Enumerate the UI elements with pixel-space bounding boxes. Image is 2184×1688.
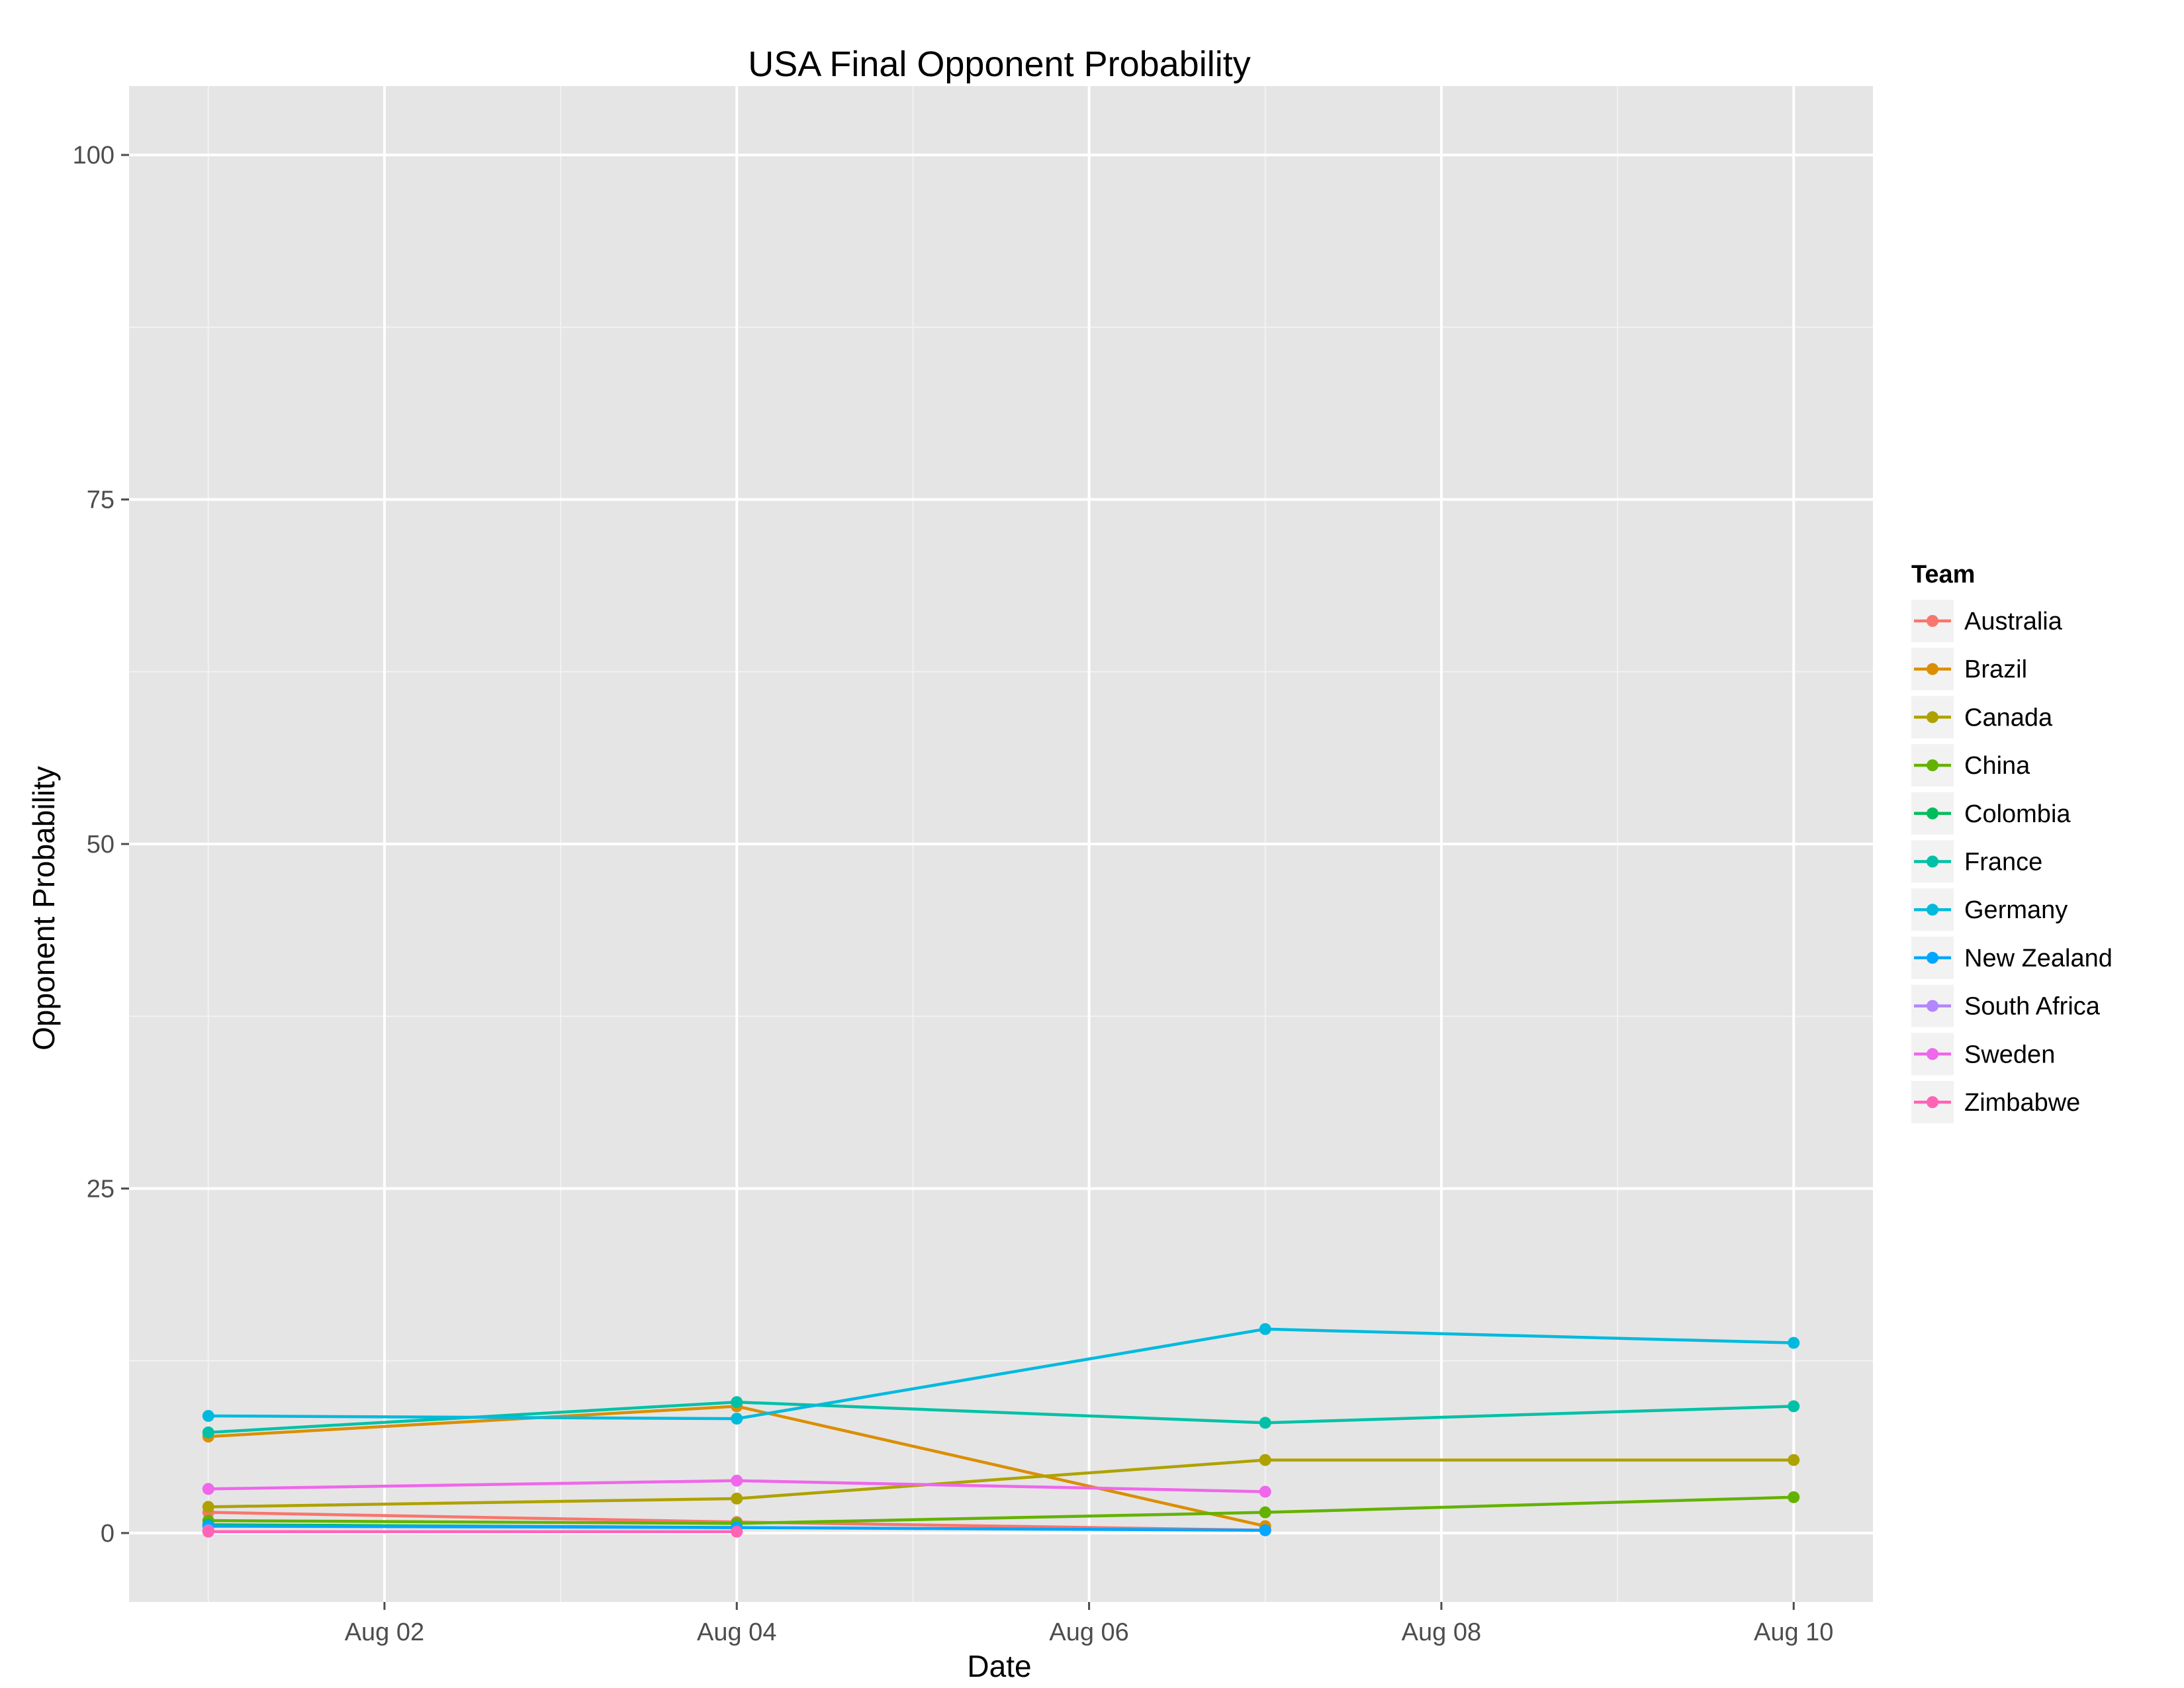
- data-point: [731, 1396, 743, 1409]
- legend-item: Sweden: [1911, 1033, 2055, 1076]
- legend-label: Sweden: [1964, 1041, 2055, 1068]
- legend-items: Australia Brazil Canada China Colombia France…: [1911, 600, 2113, 1123]
- legend-item: Germany: [1911, 888, 2068, 931]
- legend-label: France: [1964, 849, 2042, 876]
- data-point: [1259, 1506, 1271, 1519]
- legend-item: New Zealand: [1911, 936, 2113, 979]
- data-point: [1259, 1454, 1271, 1466]
- x-tick-label: Aug 02: [345, 1618, 424, 1646]
- legend-key-point: [1927, 759, 1938, 772]
- legend-label: New Zealand: [1964, 945, 2113, 972]
- legend-key-point: [1927, 615, 1938, 627]
- series-line: [208, 1458, 1794, 1509]
- x-axis-title: Date: [967, 1649, 1031, 1683]
- legend-key-point: [1927, 1048, 1938, 1060]
- legend-title: Team: [1911, 561, 1975, 588]
- y-tick-label: 75: [87, 487, 114, 514]
- data-point: [731, 1492, 743, 1505]
- legend-label: Canada: [1964, 704, 2053, 731]
- data-point: [1259, 1485, 1271, 1498]
- legend: Team Australia Brazil Canada China Colombia F…: [1911, 561, 2113, 1123]
- legend-item: China: [1911, 744, 2030, 787]
- x-tick-label: Aug 06: [1049, 1618, 1128, 1646]
- legend-key-point: [1927, 904, 1938, 916]
- legend-item: Canada: [1911, 696, 2053, 739]
- data-point: [202, 1501, 214, 1513]
- x-tick-label: Aug 04: [697, 1618, 776, 1646]
- legend-key-point: [1927, 951, 1938, 964]
- data-point: [1259, 1417, 1271, 1429]
- data-point: [731, 1413, 743, 1425]
- data-point: [1788, 1491, 1800, 1503]
- series-canada: [202, 1454, 1800, 1513]
- data-point: [1788, 1400, 1800, 1413]
- series-layer: [202, 1323, 1800, 1538]
- y-axis-title: Opponent Probability: [26, 766, 61, 1051]
- legend-key-point: [1927, 663, 1938, 675]
- data-point: [1259, 1323, 1271, 1335]
- legend-label: South Africa: [1964, 993, 2101, 1021]
- legend-item: Brazil: [1911, 647, 2027, 690]
- data-point: [202, 1409, 214, 1422]
- minor-gridlines: [129, 86, 1873, 1602]
- chart-title: USA Final Opponent Probability: [748, 44, 1250, 84]
- data-point: [1788, 1454, 1800, 1466]
- legend-key-point: [1927, 807, 1938, 820]
- legend-item: South Africa: [1911, 984, 2101, 1027]
- data-point: [202, 1525, 214, 1538]
- legend-item: Australia: [1911, 600, 2063, 642]
- y-tick-label: 25: [87, 1175, 114, 1203]
- data-point: [202, 1426, 214, 1438]
- legend-label: Colombia: [1964, 800, 2071, 828]
- legend-key-point: [1927, 1096, 1938, 1108]
- series-line: [208, 1495, 1794, 1525]
- legend-key-point: [1927, 1000, 1938, 1012]
- y-tick-label: 100: [73, 142, 114, 169]
- data-point: [1259, 1524, 1271, 1536]
- legend-item: France: [1911, 840, 2042, 883]
- legend-label: Germany: [1964, 896, 2068, 924]
- x-tick-label: Aug 08: [1402, 1618, 1481, 1646]
- legend-key-point: [1927, 855, 1938, 868]
- legend-key-point: [1927, 711, 1938, 724]
- data-point: [202, 1483, 214, 1495]
- legend-label: Australia: [1964, 608, 2063, 635]
- series-sweden: [202, 1474, 1271, 1498]
- series-germany: [202, 1323, 1800, 1425]
- legend-label: Brazil: [1964, 656, 2027, 684]
- legend-label: China: [1964, 752, 2030, 780]
- y-axis-tick-labels: 0 25 50 75 100: [73, 142, 114, 1548]
- legend-item: Zimbabwe: [1911, 1081, 2080, 1123]
- series-zimbabwe: [202, 1525, 743, 1538]
- legend-item: Colombia: [1911, 792, 2071, 835]
- axis-ticks: [121, 154, 1795, 1610]
- data-point: [731, 1525, 743, 1538]
- x-axis-tick-labels: Aug 02 Aug 04 Aug 06 Aug 08 Aug 10: [345, 1618, 1834, 1646]
- data-point: [731, 1474, 743, 1487]
- y-tick-label: 0: [101, 1520, 114, 1548]
- data-point: [1788, 1336, 1800, 1349]
- y-tick-label: 50: [87, 831, 114, 859]
- x-tick-label: Aug 10: [1754, 1618, 1833, 1646]
- series-line: [208, 1327, 1794, 1421]
- legend-label: Zimbabwe: [1964, 1089, 2080, 1117]
